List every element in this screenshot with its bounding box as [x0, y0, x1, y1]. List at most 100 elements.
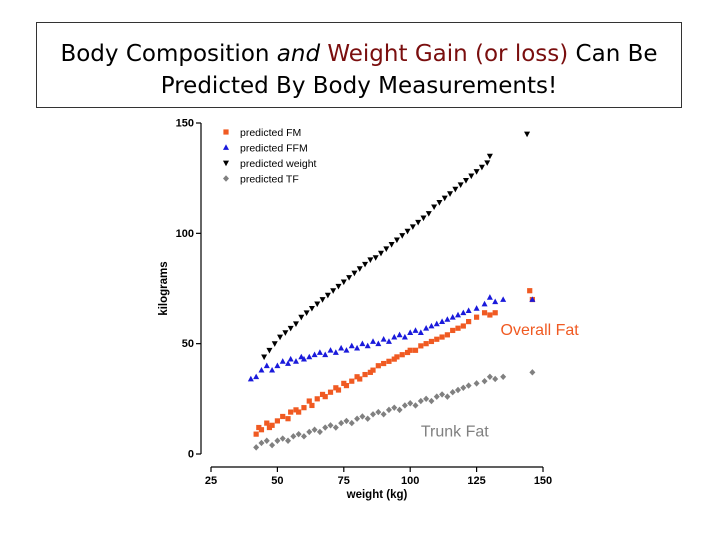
data-point	[332, 349, 339, 355]
data-point	[481, 300, 488, 307]
data-point	[308, 305, 315, 312]
chart-axes: 0 50 100 150 25 50 75 100 125 150 weight (kg) kilog…	[158, 118, 552, 502]
data-point	[449, 313, 456, 320]
data-point	[285, 360, 292, 366]
data-point	[292, 358, 299, 364]
data-point	[468, 173, 475, 180]
data-point	[364, 415, 371, 422]
data-point	[253, 431, 259, 437]
data-point	[385, 338, 392, 344]
data-point	[409, 224, 416, 230]
data-point	[261, 354, 268, 361]
data-point	[370, 367, 376, 373]
data-point	[341, 380, 347, 386]
data-point	[407, 400, 414, 407]
data-point	[279, 358, 286, 364]
data-point	[386, 358, 392, 364]
data-point	[367, 369, 373, 375]
slide-title: Body Composition and Weight Gain (or los…	[37, 38, 681, 102]
data-point	[444, 332, 450, 338]
data-point	[418, 343, 424, 349]
data-point	[407, 329, 414, 336]
data-point	[359, 340, 366, 347]
data-point	[333, 385, 339, 391]
data-point	[486, 153, 493, 160]
data-point	[399, 352, 405, 358]
data-point	[256, 424, 262, 431]
data-point	[404, 349, 411, 356]
data-point	[428, 322, 435, 329]
legend-marker	[223, 129, 229, 135]
data-point	[417, 329, 424, 336]
series-predicted-fm	[253, 288, 535, 437]
data-point	[364, 342, 371, 349]
title-part-1: Body Composition	[60, 41, 277, 67]
data-point	[253, 373, 260, 380]
data-point	[314, 301, 321, 308]
data-point	[404, 228, 411, 235]
data-point	[478, 164, 485, 171]
data-point	[527, 288, 533, 294]
data-point	[433, 393, 440, 400]
chart-points	[247, 131, 536, 451]
data-point	[311, 351, 318, 358]
data-point	[380, 411, 387, 418]
data-point	[288, 409, 294, 415]
data-point	[428, 338, 435, 345]
y-tick-label: 100	[176, 228, 194, 240]
data-point	[356, 266, 363, 272]
data-point	[290, 433, 297, 440]
data-point	[439, 391, 446, 398]
series-predicted-ffm	[247, 294, 536, 382]
data-point	[383, 246, 390, 252]
annotation-label: Overall Fat	[501, 322, 580, 339]
data-point	[362, 261, 369, 268]
data-point	[306, 428, 313, 436]
data-point	[340, 279, 347, 286]
data-point	[343, 347, 350, 353]
data-point	[452, 186, 459, 193]
data-point	[335, 283, 342, 290]
data-point	[439, 334, 445, 340]
data-point	[460, 323, 466, 329]
data-point	[407, 347, 413, 353]
legend-marker	[223, 144, 229, 150]
data-point	[338, 344, 345, 351]
data-point	[474, 314, 480, 320]
data-point	[346, 275, 353, 281]
data-point	[455, 325, 461, 331]
data-point	[314, 396, 320, 402]
data-point	[293, 407, 299, 413]
data-point	[415, 219, 422, 226]
data-point	[391, 333, 398, 340]
title-highlight: Weight Gain (or loss)	[327, 41, 569, 67]
slide-title-box: Body Composition and Weight Gain (or los…	[36, 22, 682, 108]
data-point	[298, 353, 305, 360]
data-point	[258, 427, 265, 433]
legend-label: predicted FFM	[240, 143, 308, 155]
data-point	[484, 160, 491, 166]
data-point	[447, 191, 454, 197]
data-point	[280, 413, 286, 420]
data-point	[433, 320, 440, 327]
data-point	[316, 349, 323, 355]
data-point	[311, 426, 318, 433]
data-point	[425, 211, 432, 217]
data-point	[375, 340, 382, 347]
data-point	[277, 334, 284, 341]
data-point	[385, 406, 392, 414]
x-tick-label: 25	[205, 475, 217, 487]
data-point	[444, 393, 451, 400]
data-point	[357, 376, 363, 382]
x-tick-label: 125	[467, 475, 485, 487]
data-point	[306, 353, 313, 360]
data-point	[391, 404, 398, 411]
data-point	[492, 298, 499, 305]
data-point	[274, 437, 281, 444]
data-point	[327, 389, 334, 395]
legend-label: predicted FM	[240, 127, 301, 139]
x-tick-label: 75	[338, 475, 350, 487]
x-tick-label: 150	[534, 475, 552, 487]
data-point	[465, 307, 472, 313]
data-point	[457, 182, 464, 188]
